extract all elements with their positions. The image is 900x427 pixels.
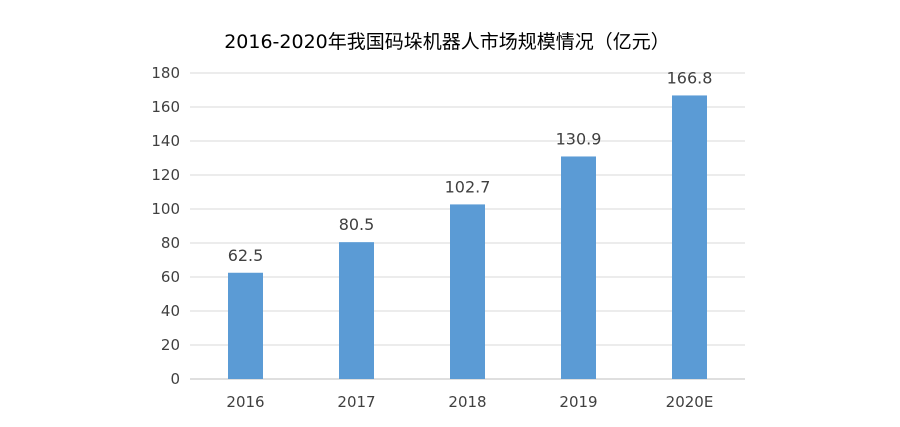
- data-label: 130.9: [556, 129, 602, 148]
- x-tick-label: 2018: [448, 393, 486, 411]
- chart-title: 2016-2020年我国码垛机器人市场规模情况（亿元）: [224, 31, 670, 53]
- y-tick-label: 20: [161, 336, 180, 354]
- data-label: 166.8: [667, 68, 713, 87]
- data-labels: 62.5 80.5 102.7 130.9 166.8: [228, 68, 713, 264]
- y-tick-labels: 0 20 40 60 80 100 120 140 160 180: [151, 64, 180, 388]
- y-tick-label: 160: [151, 98, 180, 116]
- bar: [450, 204, 485, 379]
- y-tick-label: 140: [151, 132, 180, 150]
- data-label: 80.5: [339, 215, 375, 234]
- x-tick-label: 2016: [226, 393, 264, 411]
- x-tick-label: 2019: [559, 393, 597, 411]
- y-tick-label: 100: [151, 200, 180, 218]
- data-label: 102.7: [445, 177, 491, 196]
- x-tick-label: 2020E: [666, 393, 714, 411]
- y-tick-label: 120: [151, 166, 180, 184]
- x-tick-label: 2017: [337, 393, 375, 411]
- data-label: 62.5: [228, 246, 264, 265]
- bar: [672, 95, 707, 379]
- bars: [228, 95, 707, 379]
- bar: [561, 156, 596, 379]
- y-tick-label: 80: [161, 234, 180, 252]
- y-tick-label: 180: [151, 64, 180, 82]
- y-tick-label: 0: [170, 370, 180, 388]
- bar: [339, 242, 374, 379]
- y-tick-label: 60: [161, 268, 180, 286]
- y-tick-label: 40: [161, 302, 180, 320]
- bar: [228, 272, 263, 379]
- x-tick-labels: 2016 2017 2018 2019 2020E: [226, 393, 713, 411]
